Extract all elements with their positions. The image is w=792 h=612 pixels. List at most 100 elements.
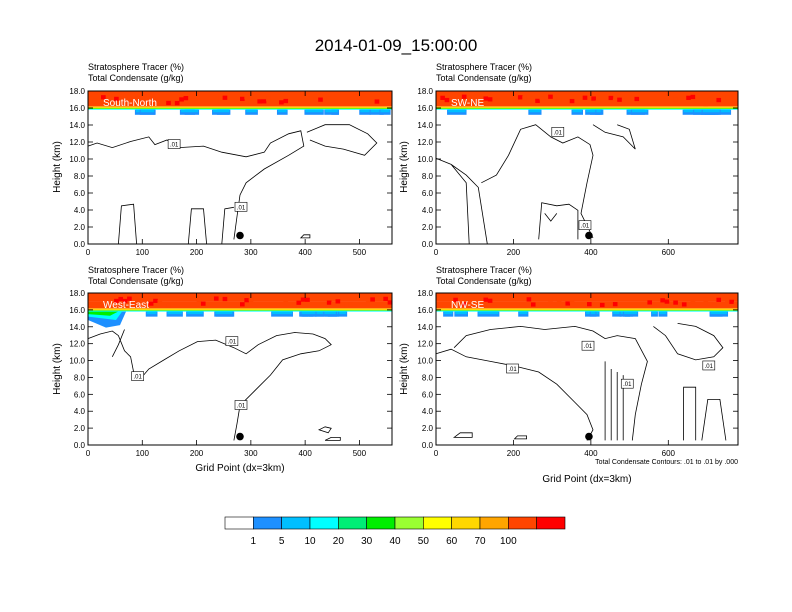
- contour-label: .01: [705, 364, 714, 370]
- tracer-dip: [652, 311, 657, 315]
- y-tick-label: 4.0: [422, 206, 434, 215]
- y-tick-label: 8.0: [422, 373, 434, 382]
- tracer-dip: [360, 109, 370, 113]
- colorbar-swatch: [536, 516, 566, 530]
- contour-label: .01: [508, 367, 517, 373]
- colorbar-swatch: [423, 516, 452, 530]
- y-tick-label: 14.0: [417, 121, 433, 130]
- tracer-streak: [127, 296, 132, 301]
- tracer-dip: [631, 109, 648, 113]
- contour-label-box: [506, 363, 519, 374]
- tracer-streak: [673, 300, 678, 305]
- tracer-streak: [725, 95, 730, 100]
- y-tick-label: 10.0: [417, 357, 433, 366]
- x-tick-label: 500: [353, 449, 367, 458]
- colorbar-swatch: [508, 516, 537, 530]
- tracer-dip: [572, 109, 582, 113]
- colorbar-swatch: [366, 516, 396, 530]
- tracer-dip: [702, 109, 720, 113]
- tracer-streak: [457, 100, 463, 105]
- tracer-band: [88, 308, 392, 310]
- colorbar-label: 40: [389, 536, 401, 547]
- tracer-streak: [548, 297, 553, 302]
- tracer-streak: [457, 303, 463, 308]
- tracer-streak: [703, 101, 709, 107]
- tracer-streak: [703, 297, 709, 302]
- y-tick-label: 2.0: [74, 223, 86, 232]
- tracer-streak: [318, 97, 323, 102]
- tracer-streak: [218, 96, 223, 101]
- tracer-streak: [681, 302, 687, 307]
- y-tick-label: 12.0: [69, 340, 85, 349]
- tracer-band: [436, 107, 738, 109]
- tracer-streak: [383, 296, 388, 301]
- tracer-streak: [387, 300, 393, 305]
- tracer-dip: [213, 109, 230, 113]
- tracer-streak: [122, 298, 128, 304]
- y-tick-label: 8.0: [422, 172, 434, 181]
- panel-sw-ne: Stratosphere Tracer (%) Total Condensate…: [399, 62, 739, 257]
- tracer-streak: [548, 94, 553, 99]
- contour-label: .01: [228, 340, 237, 346]
- tracer-streak: [716, 97, 722, 103]
- tracer-dip: [586, 109, 603, 113]
- y-axis-label: Height (km): [52, 141, 63, 193]
- y-axis-label: Height (km): [399, 343, 410, 395]
- condensate-contour: [317, 426, 341, 441]
- tracer-streak: [148, 301, 154, 306]
- contour-label-box: [167, 139, 181, 149]
- contour-label: .01: [584, 344, 593, 350]
- tracer-streak: [222, 95, 228, 100]
- tracer-streak: [374, 99, 380, 104]
- x-tick-label: 300: [244, 449, 258, 458]
- tracer-streak: [496, 98, 502, 104]
- colorbar-swatch: [253, 516, 282, 530]
- plot-frame: [87, 292, 393, 446]
- colorbar-swatch: [394, 516, 424, 530]
- tracer-streak: [296, 300, 302, 305]
- plot-background: [436, 293, 738, 445]
- tracer-streak: [166, 303, 171, 308]
- y-tick-label: 8.0: [74, 373, 86, 382]
- tracer-dip: [145, 311, 158, 317]
- x-tick-label: 200: [507, 248, 521, 257]
- panel-subtitle-line2: Total Condensate (g/kg): [436, 73, 532, 83]
- condensate-contour: [435, 323, 724, 441]
- tracer-streak: [257, 99, 263, 104]
- y-axis-label: Height (km): [399, 141, 410, 193]
- tracer-streak: [530, 302, 536, 307]
- tracer-dip: [271, 311, 293, 317]
- panel-subtitle-line1: Stratosphere Tracer (%): [88, 265, 184, 275]
- tracer-dip: [305, 109, 323, 113]
- tracer-streak: [612, 302, 618, 307]
- panel-subtitle-line2: Total Condensate (g/kg): [88, 276, 184, 286]
- tracer-streak: [135, 299, 141, 305]
- panel-subtitle-line2: Total Condensate (g/kg): [436, 276, 532, 286]
- panel-nw-se: Stratosphere Tracer (%) Total Condensate…: [399, 265, 739, 485]
- x-tick-label: 400: [584, 449, 598, 458]
- x-tick-label: 300: [244, 248, 258, 257]
- tracer-streak: [470, 298, 476, 304]
- colorbar-label: 60: [446, 536, 458, 547]
- y-tick-label: 18.0: [417, 87, 433, 96]
- tracer-streak: [569, 299, 575, 304]
- x-axis-label: Grid Point (dx=3km): [542, 474, 631, 485]
- plot-area: .01 .01 SW-NE 0.0 2.0 4.0 6.0 8.0 10.0 12.0 14.0 16…: [417, 87, 739, 257]
- tracer-streak: [668, 296, 674, 302]
- panel-subtitle-line2: Total Condensate (g/kg): [88, 73, 184, 83]
- contour-label-box: [551, 127, 565, 137]
- tracer-streak: [535, 98, 540, 104]
- tracer-dip: [659, 311, 667, 315]
- tracer-band: [88, 293, 392, 302]
- tracer-streak: [686, 95, 691, 100]
- tracer-dip: [325, 109, 338, 113]
- condensate-contour: [435, 124, 636, 245]
- tracer-band: [88, 107, 392, 109]
- tracer-band: [436, 308, 738, 310]
- y-tick-label: 18.0: [69, 289, 85, 298]
- y-tick-label: 12.0: [417, 138, 433, 147]
- tracer-dip: [272, 311, 292, 315]
- tracer-band: [88, 309, 392, 311]
- tracer-streak: [248, 297, 254, 302]
